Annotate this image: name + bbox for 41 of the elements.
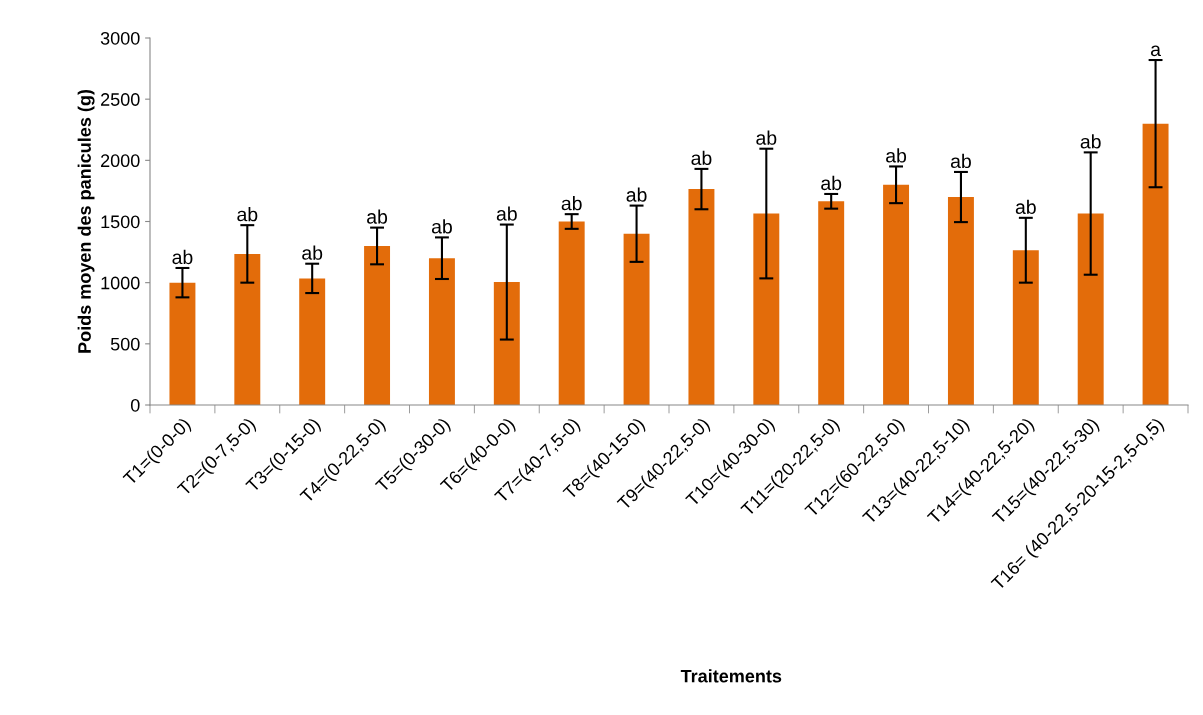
bar [493, 282, 520, 405]
bar [299, 278, 326, 405]
bar [1077, 213, 1104, 405]
annotation: ab [626, 187, 647, 202]
annotation: ab [691, 150, 712, 166]
bar [364, 245, 391, 405]
annotation: ab [950, 153, 971, 169]
bar [558, 221, 585, 405]
annotation: ab [172, 249, 193, 265]
bar [623, 233, 650, 405]
annotation: ab [237, 207, 258, 222]
bar [169, 282, 196, 405]
annotation: ab [367, 209, 388, 224]
annotation: ab [1015, 199, 1036, 214]
annotation: ab [302, 245, 323, 260]
bar [428, 258, 455, 405]
y-axis-title: Poids moyen des panicules (g) [77, 89, 95, 353]
y-tick-label: 1000 [101, 276, 140, 290]
y-tick-label: 2000 [101, 154, 140, 168]
annotation: ab [821, 175, 842, 191]
bar [753, 213, 780, 405]
bar [688, 189, 715, 405]
bar [1142, 123, 1169, 405]
annotation: ab [756, 130, 777, 145]
annotation: ab [561, 196, 582, 211]
y-tick-label: 500 [110, 337, 140, 351]
y-tick-label: 2500 [101, 93, 140, 106]
annotation: a [1150, 45, 1161, 57]
y-tick-label: 1500 [101, 215, 140, 229]
annotation: ab [1080, 134, 1101, 149]
annotation: ab [496, 206, 517, 221]
bar [947, 197, 974, 405]
y-tick-label: 0 [130, 398, 140, 412]
x-axis-title: Traitements [680, 669, 782, 683]
bar [1012, 250, 1039, 405]
annotation: ab [431, 219, 452, 234]
bar [818, 201, 845, 405]
annotation: ab [886, 148, 907, 163]
bar [234, 253, 261, 405]
bar [883, 184, 910, 405]
y-tick-label: 3000 [100, 31, 140, 45]
